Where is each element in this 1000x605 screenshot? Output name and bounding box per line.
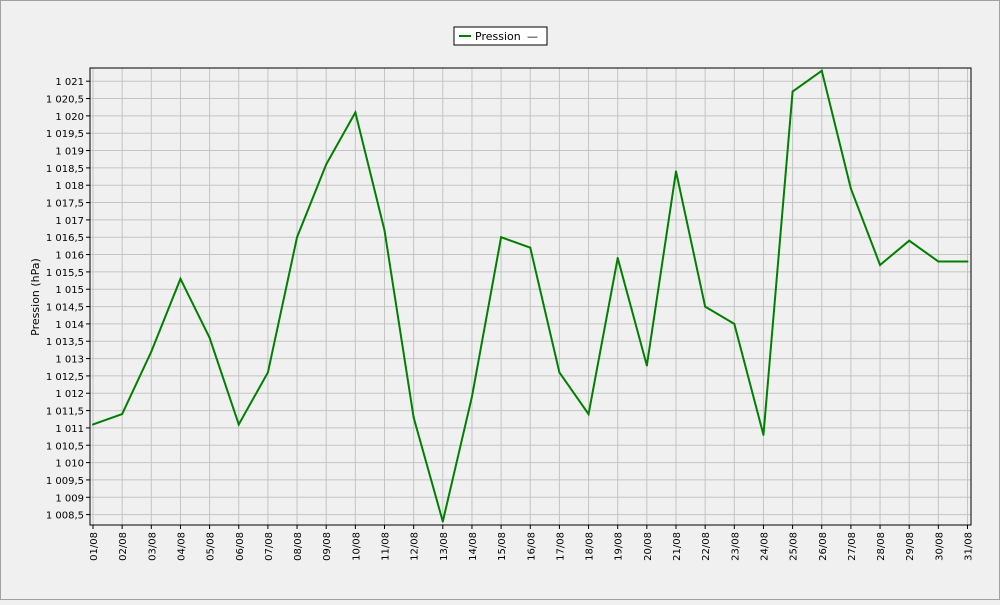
data-point: [121, 413, 124, 416]
x-tick-label: 31/08: [964, 532, 975, 561]
data-point: [529, 246, 532, 249]
y-tick-label: 1 020,5: [46, 95, 84, 106]
x-tick-label: 12/08: [410, 532, 421, 561]
x-tick-label: 13/08: [439, 532, 450, 561]
y-tick-label: 1 009,5: [46, 476, 84, 487]
x-tick-label: 17/08: [555, 532, 566, 561]
y-tick-label: 1 011,5: [46, 407, 84, 418]
data-point: [500, 236, 503, 239]
x-tick-label: 22/08: [701, 532, 712, 561]
y-tick-label: 1 012,5: [46, 372, 84, 383]
data-point: [325, 163, 328, 166]
data-point: [791, 90, 794, 93]
y-tick-label: 1 014: [55, 320, 84, 331]
data-point: [762, 433, 765, 436]
x-tick-label: 18/08: [585, 532, 596, 561]
x-tick-label: 07/08: [264, 532, 275, 561]
y-tick-label: 1 017,5: [46, 199, 84, 210]
x-tick-label: 06/08: [235, 532, 246, 561]
x-tick-label: 04/08: [176, 532, 187, 561]
x-tick-label: 09/08: [322, 532, 333, 561]
x-tick-label: 15/08: [497, 532, 508, 561]
x-tick-label: 11/08: [381, 532, 392, 561]
data-point: [383, 229, 386, 232]
x-tick-label: 20/08: [643, 532, 654, 561]
x-tick-label: 23/08: [730, 532, 741, 561]
data-point: [645, 364, 648, 367]
data-point: [558, 371, 561, 374]
y-tick-label: 1 008,5: [46, 511, 84, 522]
plot-area: 1 008,5 1 009 1 009,5 1 010 1 010,5 1 011 1 01…: [46, 67, 975, 561]
y-tick-label: 1 018,5: [46, 164, 84, 175]
x-tick-label: 19/08: [614, 532, 625, 561]
data-point: [208, 336, 211, 339]
legend-suffix: —: [527, 30, 538, 43]
y-tick-label: 1 015: [55, 285, 84, 296]
y-tick-label: 1 012: [55, 389, 84, 400]
legend-box: [453, 26, 548, 46]
data-point: [966, 260, 969, 263]
data-point: [179, 277, 182, 280]
data-point: [412, 416, 415, 419]
x-tick-label: 25/08: [789, 532, 800, 561]
legend-label-pressure: Pression: [475, 30, 521, 43]
data-point: [266, 371, 269, 374]
data-point: [92, 423, 94, 426]
data-point: [616, 257, 619, 260]
y-tick-label: 1 021: [55, 77, 84, 88]
y-tick-label: 1 020: [55, 112, 84, 123]
y-tick-label: 1 019,5: [46, 129, 84, 140]
x-tick-label: 21/08: [672, 532, 683, 561]
x-tick-label: 05/08: [206, 532, 217, 561]
y-tick-label: 1 011: [55, 424, 84, 435]
x-tick-label: 29/08: [905, 532, 916, 561]
x-tick-label: 16/08: [526, 532, 537, 561]
y-tick-label: 1 009: [55, 493, 84, 504]
y-tick-label: 1 018: [55, 181, 84, 192]
y-tick-label: 1 015,5: [46, 268, 84, 279]
x-tick-label: 28/08: [876, 532, 887, 561]
data-point: [470, 395, 473, 398]
x-tick-label: 10/08: [351, 532, 362, 561]
y-tick-label: 1 017: [55, 216, 84, 227]
data-point: [354, 111, 357, 114]
data-point: [587, 413, 590, 416]
legend: Pression —: [453, 26, 548, 46]
x-tick-label: 30/08: [934, 532, 945, 561]
data-point: [704, 305, 707, 308]
x-tick-label: 26/08: [818, 532, 829, 561]
x-tick-label: 27/08: [847, 532, 858, 561]
x-tick-label: 01/08: [89, 532, 100, 561]
y-tick-label: 1 016,5: [46, 233, 84, 244]
plot-frame: [89, 67, 972, 526]
data-point: [879, 263, 882, 266]
data-point: [849, 187, 852, 190]
data-point: [820, 69, 823, 72]
data-point: [675, 170, 677, 173]
y-tick-label: 1 013: [55, 355, 84, 366]
data-point: [937, 260, 940, 263]
y-tick-label: 1 016: [55, 251, 84, 262]
x-tick-label: 02/08: [118, 532, 129, 561]
x-tick-label: 24/08: [759, 532, 770, 561]
data-point: [733, 322, 736, 325]
y-axis-label: Pression (hPa): [29, 258, 42, 336]
x-tick-label: 14/08: [468, 532, 479, 561]
data-point: [908, 239, 911, 242]
data-point: [150, 350, 153, 353]
data-point: [296, 236, 299, 239]
y-tick-label: 1 013,5: [46, 337, 84, 348]
data-point: [237, 423, 240, 426]
y-tick-label: 1 010,5: [46, 441, 84, 452]
y-tick-label: 1 010: [55, 459, 84, 470]
x-tick-label: 08/08: [293, 532, 304, 561]
data-point: [441, 520, 444, 523]
y-tick-label: 1 019: [55, 147, 84, 158]
x-tick-label: 03/08: [147, 532, 158, 561]
y-tick-label: 1 014,5: [46, 303, 84, 314]
